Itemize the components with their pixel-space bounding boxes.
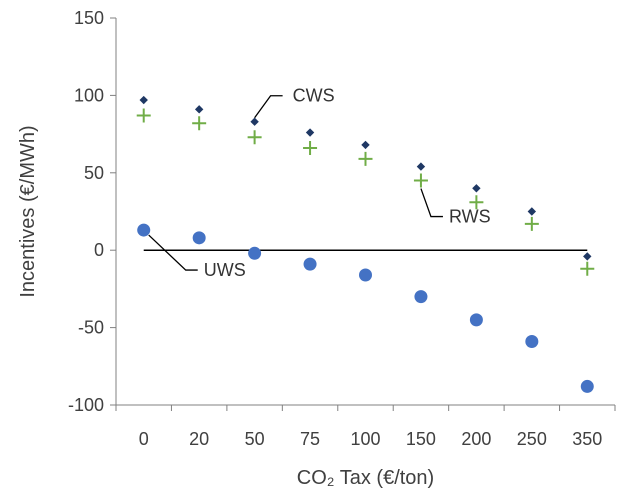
annotation-leader-rws: [420, 188, 443, 218]
rws-point: [580, 261, 595, 276]
x-tick-label: 100: [350, 429, 380, 449]
cws-point: [194, 105, 204, 114]
cws-point: [583, 252, 592, 261]
cws-point: [416, 162, 426, 171]
y-tick-label: 50: [84, 163, 104, 183]
uws-point: [359, 268, 372, 282]
annotation-label-uws: UWS: [204, 260, 246, 280]
uws-point: [414, 290, 428, 304]
rws-point: [413, 173, 428, 188]
rws-point: [192, 116, 207, 131]
y-tick-label: -50: [78, 318, 104, 338]
annotation-leader-cws: [254, 95, 283, 119]
x-tick-label: 20: [189, 429, 209, 449]
rws-point: [303, 141, 318, 156]
uws-point: [469, 313, 483, 327]
series-cws: [139, 95, 592, 261]
cws-point: [527, 207, 537, 216]
rws-point: [358, 151, 373, 166]
uws-point: [525, 335, 539, 349]
cws-point: [139, 95, 148, 105]
cws-point: [250, 117, 259, 126]
x-tick-label: 50: [245, 429, 265, 449]
y-axis-title: Incentives (€/MWh): [17, 125, 39, 297]
series-uws: [137, 223, 594, 393]
cws-point: [472, 184, 481, 193]
uws-point: [192, 231, 206, 245]
x-tick-label: 250: [517, 429, 547, 449]
x-tick-label: 0: [139, 429, 149, 449]
rws-point: [524, 216, 539, 231]
annotation-label-cws: CWS: [293, 86, 335, 106]
rws-point: [247, 130, 262, 145]
x-tick-label: 150: [406, 429, 436, 449]
x-tick-label: 75: [300, 429, 320, 449]
rws-point: [469, 195, 484, 210]
y-tick-label: 0: [94, 240, 104, 260]
series-rws: [136, 108, 595, 276]
y-tick-label: -100: [68, 395, 104, 415]
uws-point: [248, 246, 262, 260]
x-tick-label: 350: [572, 429, 602, 449]
annotation-label-rws: RWS: [449, 207, 491, 227]
x-axis-title: CO₂ Tax (€/ton): [297, 467, 434, 489]
uws-point: [303, 257, 317, 271]
y-tick-label: 150: [74, 8, 104, 28]
rws-point: [136, 108, 151, 123]
y-tick-label: 100: [74, 85, 104, 105]
x-tick-label: 200: [461, 429, 491, 449]
cws-point: [305, 128, 315, 137]
uws-point: [580, 379, 594, 393]
uws-point: [137, 223, 151, 237]
annotation-leader-uws: [148, 234, 198, 271]
cws-point: [361, 140, 370, 150]
